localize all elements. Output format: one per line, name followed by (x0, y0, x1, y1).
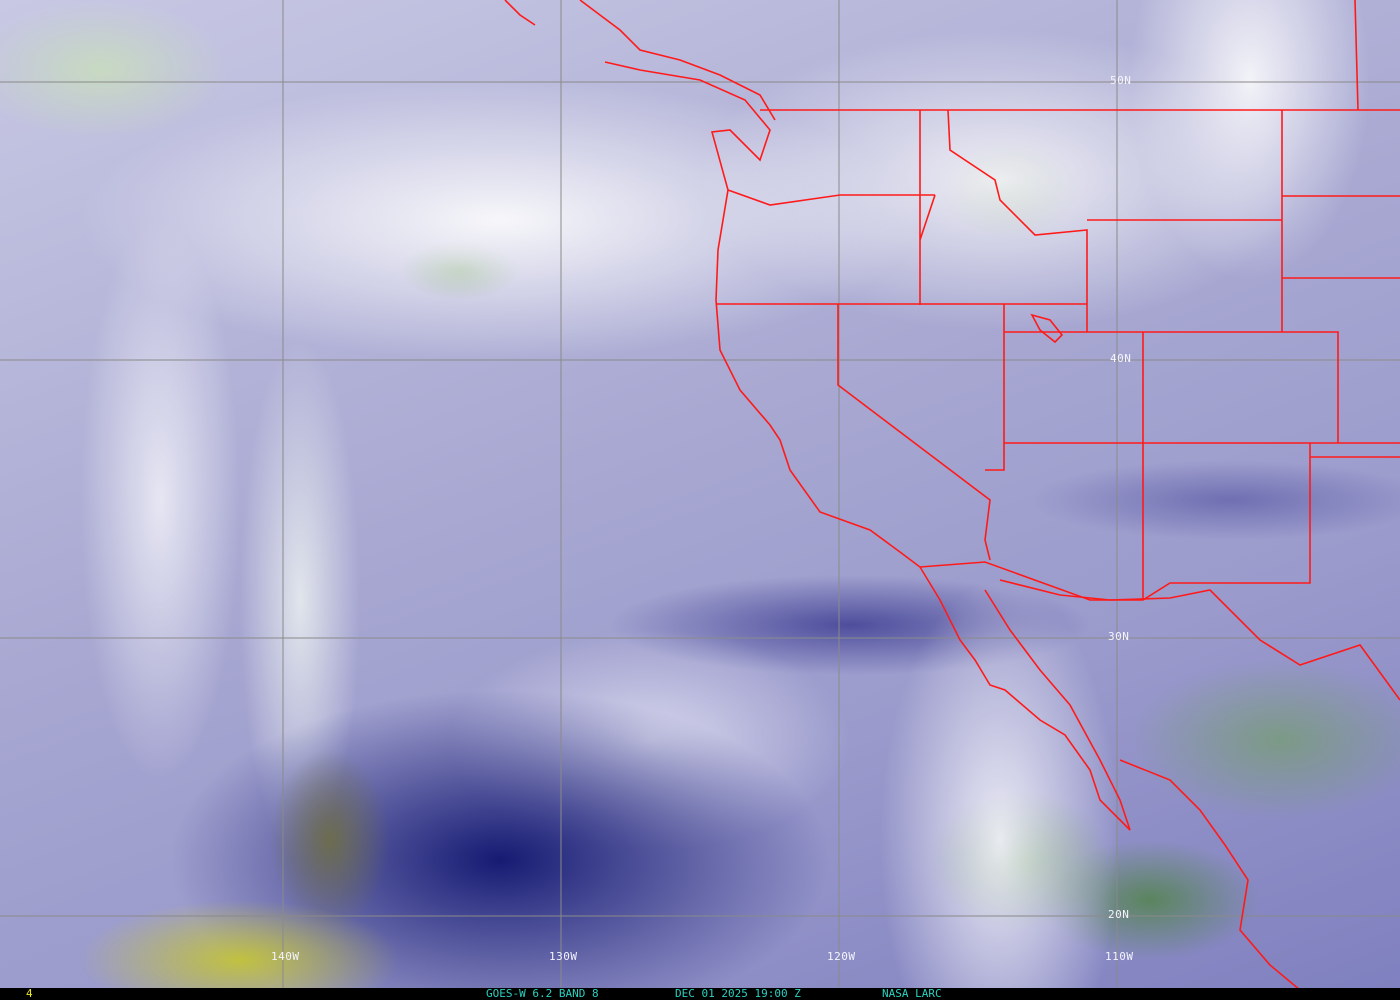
great-salt-lake (1030, 313, 1064, 344)
lat-label-50n: 50N (1110, 74, 1132, 87)
product-label: GOES-W 6.2 BAND 8 (486, 987, 599, 1000)
datetime-label: DEC 01 2025 19:00 Z (675, 987, 801, 1000)
political-borders (504, 0, 1400, 988)
lon-label-140w: 140W (271, 950, 300, 963)
lon-label-130w: 130W (549, 950, 578, 963)
lon-label-120w: 120W (827, 950, 856, 963)
coastline-mexico (999, 579, 1400, 988)
frame-number: 4 (26, 987, 33, 1000)
status-bar: 4 GOES-W 6.2 BAND 8 DEC 01 2025 19:00 Z … (0, 987, 1400, 1000)
coastline-pacific (604, 61, 1131, 831)
lat-label-30n: 30N (1108, 630, 1130, 643)
lat-label-20n: 20N (1108, 908, 1130, 921)
source-label: NASA LARC (882, 987, 942, 1000)
coastline-vancouver (504, 0, 776, 121)
state-borders (716, 0, 1400, 601)
lat-label-40n: 40N (1110, 352, 1132, 365)
lon-label-110w: 110W (1105, 950, 1134, 963)
